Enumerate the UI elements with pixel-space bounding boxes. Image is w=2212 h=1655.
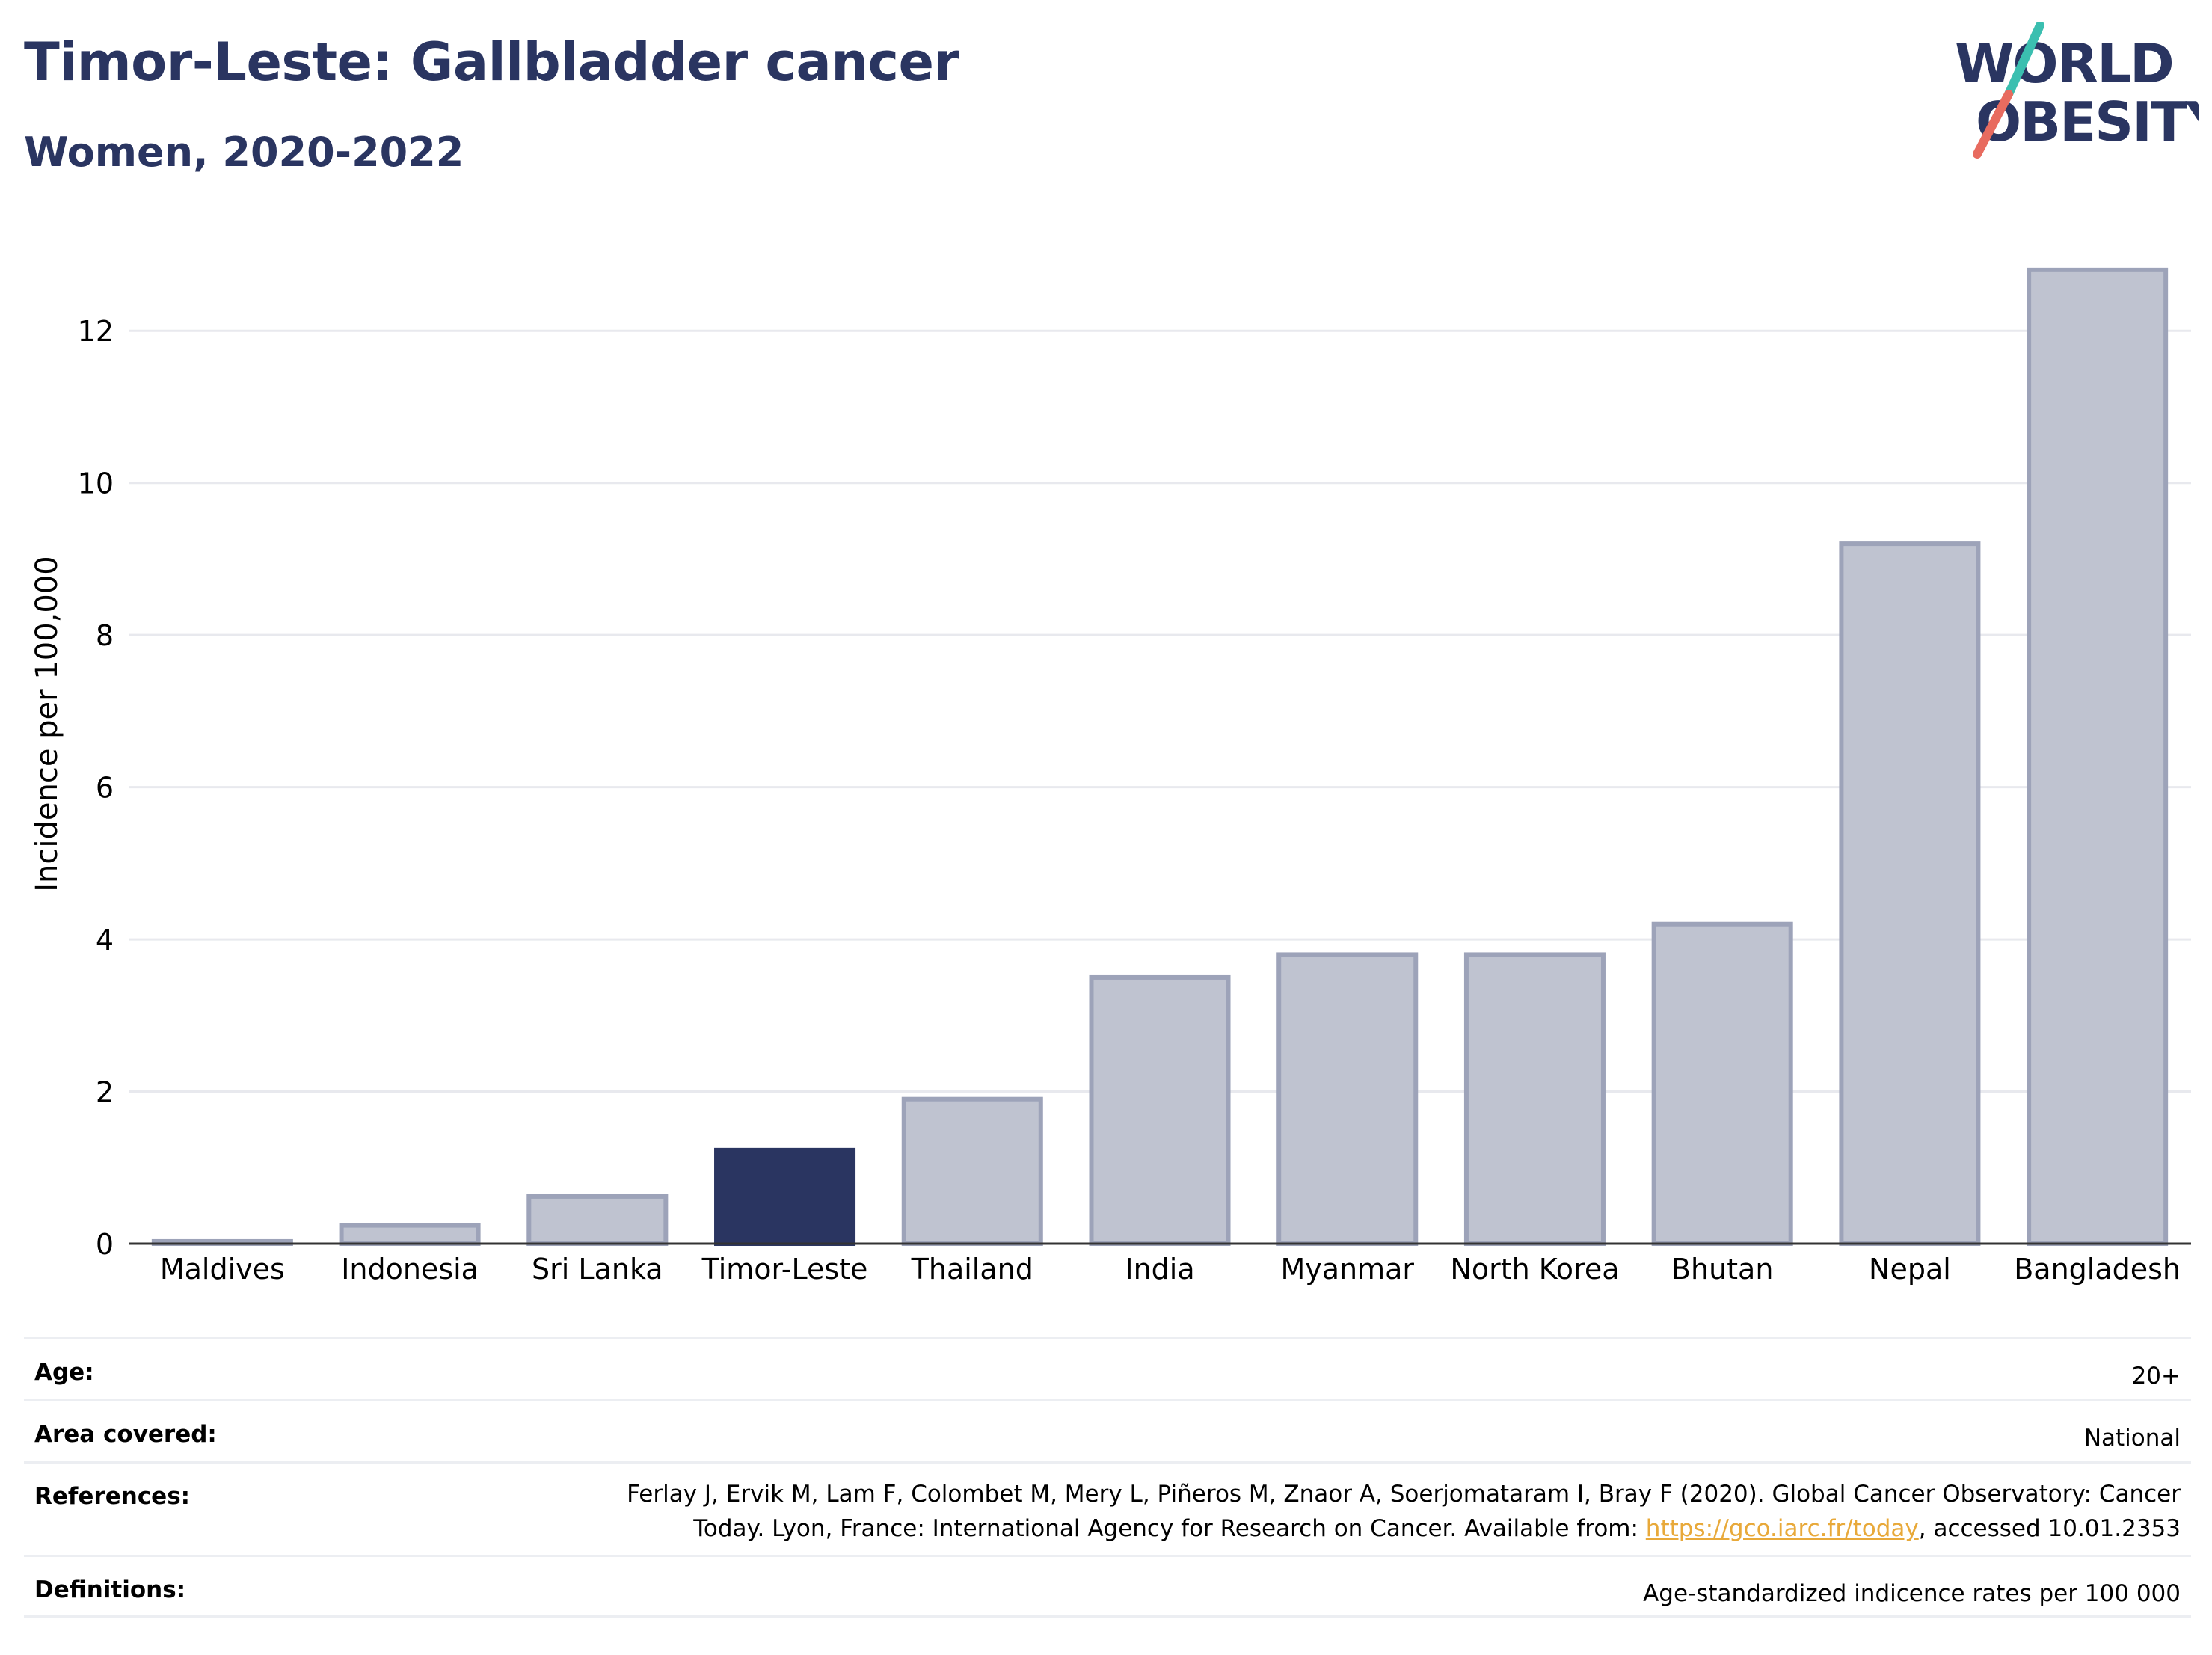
bars <box>151 267 2169 1247</box>
x-tick-label: Thailand <box>911 1253 1033 1286</box>
bar-chart: 0 2 4 6 8 10 12 Maldives Indonesia Sri Lanka Timo… <box>30 267 2191 1286</box>
bar-bangladesh <box>2027 267 2169 1247</box>
bar-bhutan <box>1651 921 1793 1246</box>
info-row-area: Area covered: National <box>24 1399 2191 1461</box>
y-tick-label: 2 <box>96 1076 114 1109</box>
x-tick-label: Timor-Leste <box>701 1253 868 1286</box>
y-tick-label: 10 <box>78 467 114 500</box>
references-line2-post: , accessed 10.01.2353 <box>1918 1515 2181 1542</box>
y-tick-label: 12 <box>78 315 114 348</box>
x-tick-labels: Maldives Indonesia Sri Lanka Timor-Leste Tha… <box>160 1253 2181 1286</box>
x-tick-label: Maldives <box>160 1253 285 1286</box>
y-axis-label: Incidence per 100,000 <box>30 556 64 892</box>
references-line1: Ferlay J, Ervik M, Lam F, Colombet M, Me… <box>627 1481 2181 1508</box>
bar-sri-lanka <box>526 1194 669 1247</box>
bar-thailand <box>901 1096 1043 1246</box>
age-value: 20+ <box>2131 1363 2181 1390</box>
info-row-age: Age: 20+ <box>24 1337 2191 1399</box>
x-tick-label: Nepal <box>1869 1253 1951 1286</box>
y-tick-labels: 0 2 4 6 8 10 12 <box>78 315 114 1261</box>
y-tick-label: 0 <box>96 1228 114 1261</box>
definitions-value: Age-standardized indicence rates per 100… <box>1643 1580 2181 1607</box>
x-tick-label: Myanmar <box>1280 1253 1414 1286</box>
references-value: Ferlay J, Ervik M, Lam F, Colombet M, Me… <box>627 1477 2181 1546</box>
x-tick-label: India <box>1125 1253 1194 1286</box>
references-line2-pre: Today. Lyon, France: International Agenc… <box>693 1515 1646 1542</box>
bar-north-korea <box>1463 952 1606 1247</box>
references-label: References: <box>34 1483 191 1510</box>
info-table: Age: 20+ Area covered: National Referenc… <box>24 1337 2191 1618</box>
y-tick-label: 6 <box>96 772 114 805</box>
bar-indonesia <box>339 1223 481 1246</box>
chart-subtitle: Women, 2020-2022 <box>24 129 464 176</box>
info-row-definitions: Definitions: Age-standardized indicence … <box>24 1555 2191 1618</box>
references-link[interactable]: https://gco.iarc.fr/today <box>1645 1515 1919 1542</box>
y-tick-label: 4 <box>96 924 114 957</box>
definitions-label: Definitions: <box>34 1576 186 1603</box>
age-label: Age: <box>34 1359 94 1386</box>
x-tick-label: Bhutan <box>1671 1253 1774 1286</box>
bar-nepal <box>1839 541 1981 1246</box>
x-tick-label: Sri Lanka <box>532 1253 663 1286</box>
x-tick-label: Indonesia <box>341 1253 479 1286</box>
logo-text-obesity: OBESITY <box>1976 90 2199 153</box>
world-obesity-logo: WORLD OBESITY <box>1955 22 2199 159</box>
logo-slash-bottom <box>1973 90 2013 159</box>
area-value: National <box>2083 1425 2181 1452</box>
chart-title: Timor-Leste: Gallbladder cancer <box>24 31 959 93</box>
y-tick-label: 8 <box>96 619 114 652</box>
x-tick-label: Bangladesh <box>2014 1253 2181 1286</box>
bar-india <box>1089 974 1231 1247</box>
info-row-references: References: Ferlay J, Ervik M, Lam F, Co… <box>24 1461 2191 1555</box>
x-tick-label: North Korea <box>1450 1253 1619 1286</box>
logo-text-world: WORLD <box>1955 32 2173 95</box>
bar-timor-leste <box>714 1147 856 1246</box>
area-label: Area covered: <box>34 1421 217 1448</box>
bar-myanmar <box>1276 952 1419 1247</box>
logo-slash-top <box>2004 22 2044 99</box>
